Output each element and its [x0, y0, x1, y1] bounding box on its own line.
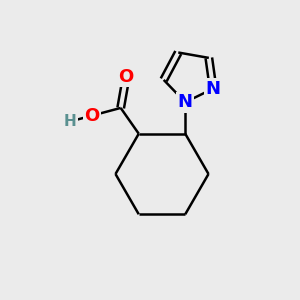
Text: N: N [178, 93, 193, 111]
Text: O: O [84, 107, 99, 125]
Text: H: H [64, 114, 76, 129]
Text: O: O [118, 68, 134, 86]
Text: N: N [206, 80, 220, 98]
